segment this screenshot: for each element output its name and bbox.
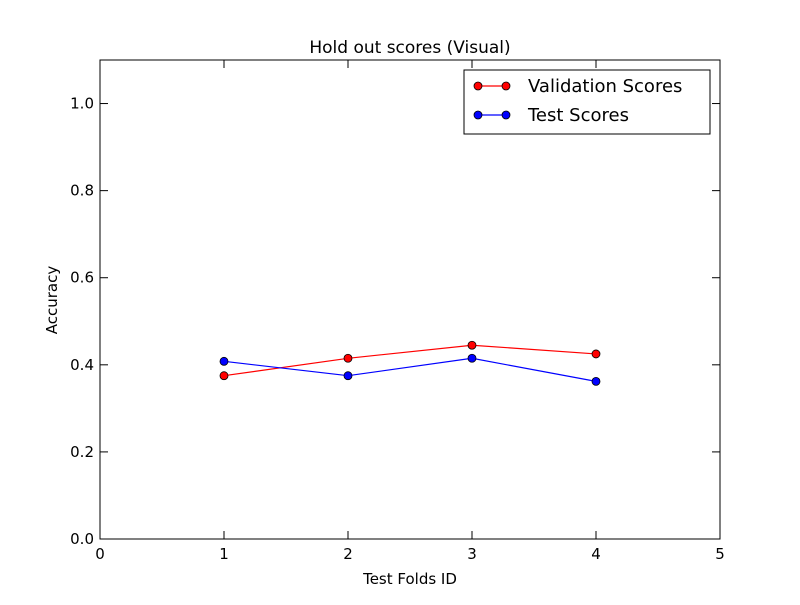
plot-frame (99, 59, 721, 540)
x-tick-label: 3 (467, 545, 477, 563)
legend-box (463, 69, 711, 135)
y-tick-label: 0.0 (70, 530, 94, 548)
y-tick-label: 0.4 (70, 356, 94, 374)
validation-scores-legend-label: Validation Scores (528, 76, 682, 97)
test-scores-line (223, 357, 597, 382)
x-tick-label: 0 (95, 545, 105, 563)
test-scores-legend-marker (473, 110, 483, 120)
chart-title: Hold out scores (Visual) (309, 38, 510, 58)
validation-scores-legend-marker (501, 81, 511, 91)
test-scores-legend-marker (501, 110, 511, 120)
test-scores-legend-label: Test Scores (527, 105, 629, 126)
test-scores-point (591, 376, 601, 386)
validation-scores-point (219, 371, 229, 381)
series-layer (219, 340, 601, 386)
y-tick-label: 1.0 (70, 95, 94, 113)
test-scores-point (219, 356, 229, 366)
y-tick-label: 0.2 (70, 443, 94, 461)
test-scores-point (343, 371, 353, 381)
y-tick-label: 0.6 (70, 269, 94, 287)
legend: Validation Scores Test Scores (463, 69, 711, 135)
x-tick-label: 1 (219, 545, 229, 563)
plot-area (99, 59, 721, 540)
validation-scores-point (343, 353, 353, 363)
x-axis-label: Test Folds ID (362, 570, 457, 588)
validation-scores-point (467, 340, 477, 350)
x-tick-label: 2 (343, 545, 353, 563)
x-tick-label: 4 (591, 545, 601, 563)
validation-scores-line (223, 344, 597, 377)
axis-ticks: 0 1 2 3 4 5 0.0 0.2 0.4 0.6 0.8 1.0 (70, 60, 725, 563)
y-tick-label: 0.8 (70, 182, 94, 200)
y-axis-label: Accuracy (43, 266, 61, 335)
validation-scores-legend-marker (473, 81, 483, 91)
validation-scores-point (591, 349, 601, 359)
x-tick-label: 5 (715, 545, 725, 563)
test-scores-point (467, 353, 477, 363)
